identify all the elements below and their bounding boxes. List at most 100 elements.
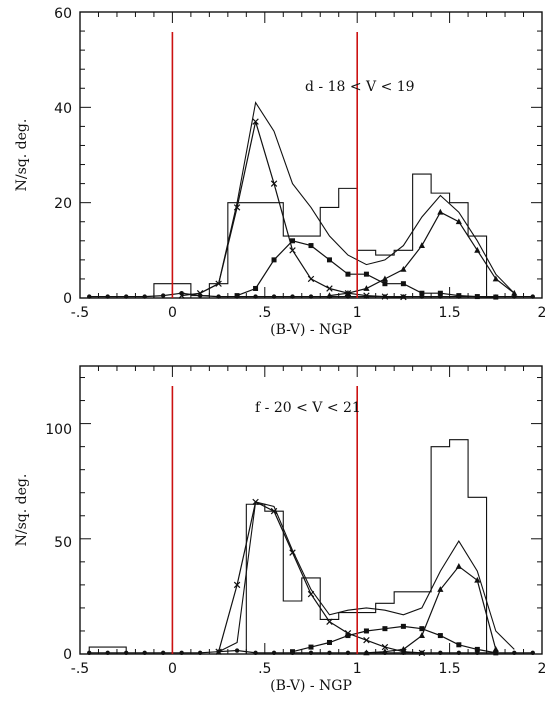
y-axis-label: N/sq. deg. xyxy=(14,119,30,192)
y-tick-label: 0 xyxy=(63,291,72,307)
data-point-cross xyxy=(326,285,333,292)
data-point-square xyxy=(400,623,406,629)
plot-frame-top xyxy=(79,11,543,299)
y-tick-label: 0 xyxy=(63,647,72,663)
data-point-dot xyxy=(160,650,166,656)
x-tick-label: 1.5 xyxy=(438,305,460,321)
data-point-dot xyxy=(345,650,351,656)
data-point-cross xyxy=(307,275,315,283)
data-point-dot xyxy=(234,294,240,299)
data-point-triangle xyxy=(437,586,444,592)
data-point-triangle xyxy=(437,208,444,215)
data-point-dot xyxy=(197,293,203,298)
data-point-dot xyxy=(160,293,166,298)
data-point-dot xyxy=(530,650,535,656)
x-tick-label: 1 xyxy=(353,661,362,677)
data-point-triangle xyxy=(492,645,499,652)
panel-bottom: -.5 0 .5 1 1.5 2 0 50 100 (B-V) - NGP N/… xyxy=(14,365,546,694)
data-point-dot xyxy=(382,650,388,656)
component-line-x xyxy=(218,501,422,654)
y-tick-label: 40 xyxy=(54,101,72,117)
data-point-dot xyxy=(419,294,425,299)
data-point-dot xyxy=(142,294,147,299)
x-axis-label: (B-V) - NGP xyxy=(270,678,352,694)
panel-annotation: f - 20 < V < 21 xyxy=(255,400,361,416)
data-point-dot xyxy=(234,648,240,653)
series-group-bottom xyxy=(87,498,535,657)
total-model-line xyxy=(218,501,515,653)
data-point-dot xyxy=(216,294,221,299)
data-point-cross xyxy=(252,498,259,506)
x-tick-label: 2 xyxy=(538,305,547,321)
data-point-triangle xyxy=(363,285,370,291)
data-point-square xyxy=(345,271,351,277)
x-tick-label: -.5 xyxy=(71,305,89,321)
data-point-dot xyxy=(475,294,480,299)
data-point-square xyxy=(290,238,296,244)
data-point-dot xyxy=(493,650,498,656)
x-tick-label: 0 xyxy=(168,305,177,321)
y-tick-label: 50 xyxy=(54,535,72,551)
data-point-dot xyxy=(290,650,295,656)
data-point-cross xyxy=(252,118,259,125)
reference-lines-bottom xyxy=(171,386,359,654)
tick-marks-top xyxy=(79,11,543,299)
data-point-triangle xyxy=(511,289,518,296)
histogram-outline xyxy=(88,439,488,655)
histogram-top xyxy=(153,173,488,298)
data-point-dot xyxy=(493,294,498,299)
data-point-triangle xyxy=(418,242,425,248)
x-tick-label: 1.5 xyxy=(438,661,460,677)
data-point-dot xyxy=(438,650,443,656)
data-point-dot xyxy=(308,294,314,299)
data-point-square xyxy=(253,285,259,291)
data-point-square xyxy=(400,281,406,287)
data-point-cross xyxy=(270,507,278,515)
data-point-cross xyxy=(363,636,370,644)
data-point-cross xyxy=(233,581,241,589)
x-tick-label: 0 xyxy=(168,661,177,677)
histogram-outline xyxy=(153,173,488,298)
data-point-dot xyxy=(290,294,295,299)
data-point-square xyxy=(308,243,314,249)
x-tick-label: .5 xyxy=(258,661,271,677)
data-point-dot xyxy=(419,650,425,656)
y-axis-label: N/sq. deg. xyxy=(14,474,30,547)
data-point-dot xyxy=(438,294,443,299)
data-point-cross xyxy=(326,618,333,625)
data-point-dot xyxy=(512,294,517,299)
data-point-dot xyxy=(401,294,406,299)
data-point-triangle xyxy=(381,275,389,282)
data-point-cross xyxy=(381,643,389,651)
data-point-triangle xyxy=(492,275,499,282)
component-line-square xyxy=(292,625,496,654)
data-point-dot xyxy=(327,294,332,299)
data-point-square xyxy=(474,646,480,652)
data-point-dot xyxy=(87,650,92,656)
data-point-square xyxy=(419,626,425,632)
x-tick-label: -.5 xyxy=(71,661,89,677)
data-point-square xyxy=(363,628,369,634)
data-point-square xyxy=(382,281,388,287)
data-point-dot xyxy=(456,650,462,656)
data-point-dot xyxy=(475,650,480,656)
data-point-triangle xyxy=(474,576,481,583)
data-point-square xyxy=(326,639,332,645)
data-point-dot xyxy=(105,294,110,299)
data-point-dot xyxy=(216,649,221,654)
data-point-triangle xyxy=(344,289,352,296)
data-point-cross xyxy=(289,549,296,556)
data-point-dot xyxy=(179,650,184,656)
reference-lines-top xyxy=(171,32,359,298)
data-point-triangle xyxy=(418,632,425,638)
x-axis-label: (B-V) - NGP xyxy=(270,322,352,338)
data-point-square xyxy=(419,290,425,296)
data-point-cross xyxy=(215,280,222,287)
data-point-triangle xyxy=(455,218,462,225)
component-line-x xyxy=(181,121,404,298)
data-point-dot xyxy=(345,294,351,299)
data-point-dot xyxy=(512,650,517,656)
data-point-dot xyxy=(401,650,406,656)
y-tick-label: 100 xyxy=(45,422,72,438)
y-tick-label: 60 xyxy=(54,6,72,22)
